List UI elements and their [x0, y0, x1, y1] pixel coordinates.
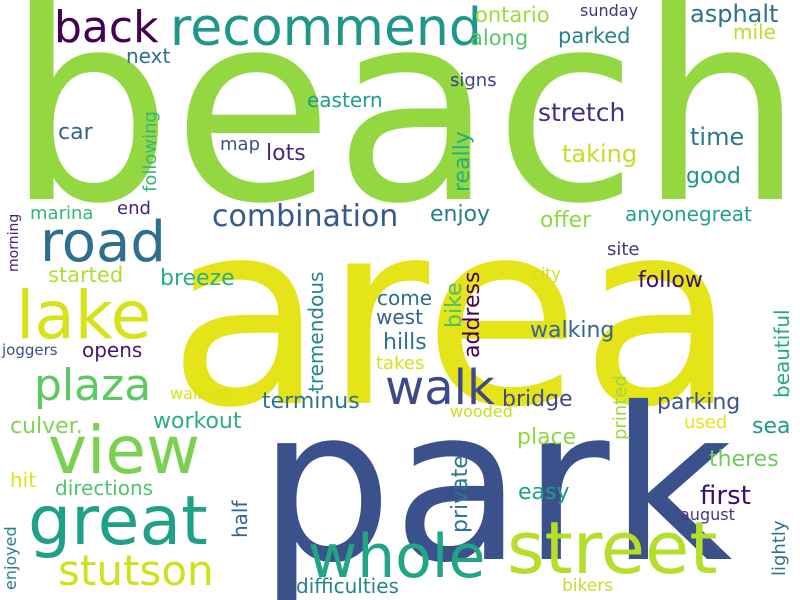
- word-august: august: [680, 505, 735, 524]
- word-offer: offer: [540, 208, 592, 233]
- word-whole: whole: [308, 522, 486, 592]
- word-beach: beach: [6, 0, 800, 261]
- word-place: place: [517, 425, 577, 450]
- word-park: park: [258, 362, 733, 600]
- word-anyonegreat: anyonegreat: [625, 202, 752, 226]
- word-site: site: [607, 239, 640, 260]
- word-started: started: [48, 263, 124, 287]
- word-car: car: [58, 120, 93, 145]
- word-wooded: wooded: [450, 402, 513, 421]
- word-morning: morning: [6, 213, 22, 272]
- word-theres: theres: [709, 447, 779, 472]
- word-half: half: [228, 500, 252, 538]
- word-sunday: sunday: [580, 1, 639, 20]
- word-west: west: [376, 305, 423, 329]
- word-workout: workout: [153, 409, 242, 434]
- word-eastern: eastern: [307, 88, 383, 112]
- word-follow: follow: [638, 268, 703, 293]
- word-enjoyed: enjoyed: [1, 526, 20, 590]
- word-end: end: [117, 198, 151, 219]
- word-recommend: recommend: [170, 0, 482, 58]
- word-view: view: [48, 412, 200, 489]
- word-combination: combination: [212, 199, 399, 234]
- word-taking: taking: [562, 140, 638, 168]
- word-marina: marina: [30, 203, 94, 224]
- word-enjoy: enjoy: [430, 202, 491, 227]
- word-parked: parked: [558, 24, 631, 48]
- word-lightly: lightly: [769, 520, 790, 576]
- word-used: used: [684, 412, 728, 433]
- word-hit: hit: [10, 468, 37, 492]
- word-map: map: [220, 134, 260, 155]
- word-bikers: bikers: [562, 576, 614, 596]
- word-mile: mile: [733, 20, 776, 44]
- word-breeze: breeze: [160, 266, 235, 291]
- word-great: great: [28, 482, 208, 561]
- word-ontario: ontario: [475, 3, 550, 27]
- word-terminus: terminus: [262, 389, 360, 414]
- word-lake: lake: [16, 277, 152, 354]
- word-walk: walk: [385, 360, 495, 416]
- word-sea: sea: [752, 414, 791, 439]
- word-stretch: stretch: [538, 98, 626, 127]
- word-road: road: [40, 210, 166, 275]
- word-plaza: plaza: [34, 360, 152, 411]
- word-private: private: [448, 455, 473, 533]
- word-time: time: [690, 123, 745, 151]
- word-asphalt: asphalt: [690, 0, 779, 28]
- word-takes: takes: [376, 353, 425, 374]
- word-area: area: [168, 167, 737, 464]
- word-culver: culver.: [10, 414, 83, 439]
- word-back: back: [54, 2, 159, 53]
- word-joggers: joggers: [2, 341, 58, 359]
- word-bridge: bridge: [502, 387, 573, 412]
- word-lots: lots: [266, 141, 306, 166]
- word-opens: opens: [82, 338, 143, 362]
- word-walking: walking: [530, 318, 615, 343]
- word-difficulties: difficulties: [296, 574, 399, 598]
- word-come: come: [377, 286, 433, 310]
- word-city: city: [532, 264, 561, 283]
- word-printed: printed: [610, 375, 631, 440]
- word-signs: signs: [450, 70, 497, 91]
- word-easy: easy: [518, 480, 570, 505]
- word-first: first: [700, 481, 751, 511]
- word-parking: parking: [657, 390, 741, 415]
- word-walkers: walkers: [170, 384, 231, 403]
- word-good: good: [686, 164, 741, 189]
- word-street: street: [507, 506, 718, 590]
- word-next: next: [126, 44, 171, 68]
- word-tremendous: tremendous: [304, 271, 328, 392]
- word-directions: directions: [55, 476, 154, 500]
- word-address: address: [460, 271, 485, 358]
- word-really: really: [450, 131, 475, 192]
- word-hills: hills: [383, 330, 427, 355]
- word-following: following: [140, 111, 161, 192]
- word-stutson: stutson: [58, 546, 214, 595]
- word-along: along: [470, 26, 529, 50]
- word-beautiful: beautiful: [770, 309, 794, 398]
